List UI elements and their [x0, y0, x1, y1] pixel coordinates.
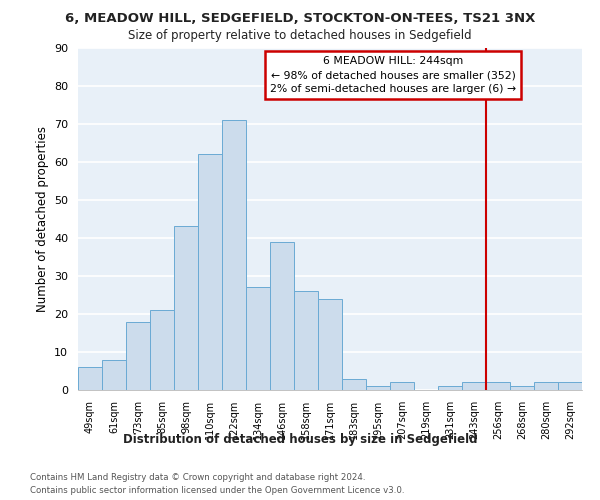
Text: Distribution of detached houses by size in Sedgefield: Distribution of detached houses by size …	[123, 432, 477, 446]
Text: 6, MEADOW HILL, SEDGEFIELD, STOCKTON-ON-TEES, TS21 3NX: 6, MEADOW HILL, SEDGEFIELD, STOCKTON-ON-…	[65, 12, 535, 26]
Bar	[246, 287, 270, 390]
Text: 6 MEADOW HILL: 244sqm
← 98% of detached houses are smaller (352)
2% of semi-deta: 6 MEADOW HILL: 244sqm ← 98% of detached …	[270, 56, 516, 94]
Bar	[486, 382, 510, 390]
Bar	[222, 120, 246, 390]
Text: Size of property relative to detached houses in Sedgefield: Size of property relative to detached ho…	[128, 29, 472, 42]
Bar	[534, 382, 558, 390]
Bar	[558, 382, 582, 390]
Bar	[198, 154, 222, 390]
Bar	[390, 382, 414, 390]
Bar	[174, 226, 198, 390]
Bar	[366, 386, 390, 390]
Y-axis label: Number of detached properties: Number of detached properties	[35, 126, 49, 312]
Bar	[126, 322, 150, 390]
Bar	[270, 242, 294, 390]
Bar	[462, 382, 486, 390]
Bar	[510, 386, 534, 390]
Bar	[102, 360, 126, 390]
Bar	[294, 291, 318, 390]
Text: Contains public sector information licensed under the Open Government Licence v3: Contains public sector information licen…	[30, 486, 404, 495]
Bar	[342, 378, 366, 390]
Bar	[438, 386, 462, 390]
Text: Contains HM Land Registry data © Crown copyright and database right 2024.: Contains HM Land Registry data © Crown c…	[30, 472, 365, 482]
Bar	[318, 298, 342, 390]
Bar	[78, 367, 102, 390]
Bar	[150, 310, 174, 390]
